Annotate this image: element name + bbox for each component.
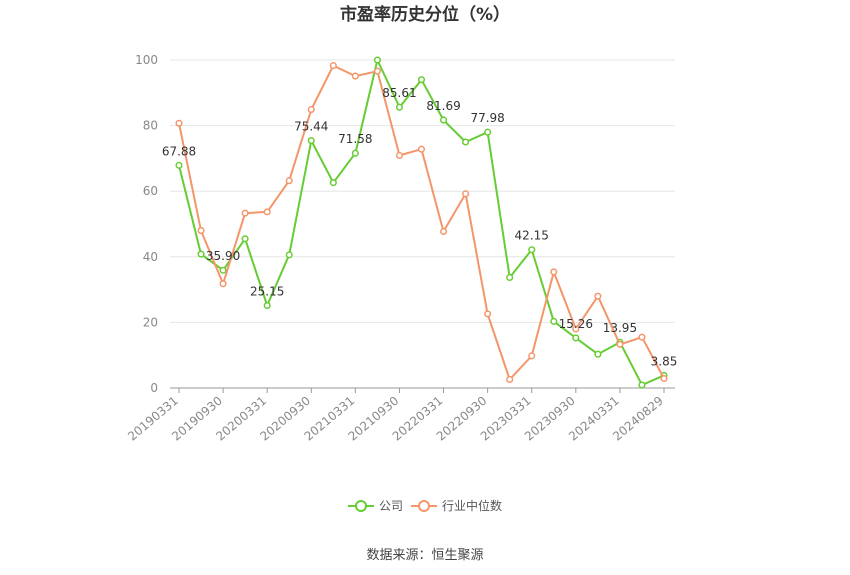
series-1-point[interactable] <box>616 340 624 348</box>
data-label: 15.26 <box>559 317 593 331</box>
series-1-point[interactable] <box>484 310 492 318</box>
gridlines <box>170 59 675 323</box>
legend-industry-label: 行业中位数 <box>442 498 502 513</box>
series-lines <box>175 56 668 389</box>
legend-industry-marker <box>418 500 430 512</box>
series-1-point[interactable] <box>506 375 514 384</box>
series-0-point[interactable] <box>528 246 536 254</box>
series-0-point[interactable] <box>395 103 404 111</box>
series-1-point[interactable] <box>197 227 205 235</box>
chart-title: 市盈率历史分位（%） <box>340 4 510 25</box>
series-0-point[interactable] <box>572 334 580 342</box>
series-0-point[interactable] <box>219 266 227 274</box>
series-0-point[interactable] <box>351 149 359 157</box>
series-1-point[interactable] <box>594 292 602 300</box>
series-line-0 <box>178 59 665 386</box>
series-0-point[interactable] <box>550 317 558 325</box>
series-0-point[interactable] <box>462 138 470 146</box>
series-0-point[interactable] <box>439 116 448 124</box>
data-labels: 67.88 35.90 25.15 75.44 71.58 85.61 81.69 77.98… <box>162 86 678 368</box>
y-tick-label: 40 <box>143 250 158 264</box>
data-label: 42.15 <box>515 229 549 243</box>
series-1-point[interactable] <box>175 119 183 127</box>
series-line-1 <box>178 64 665 381</box>
data-label: 13.95 <box>603 321 637 335</box>
series-0-point[interactable] <box>263 301 271 310</box>
data-label: 25.15 <box>250 285 284 299</box>
data-label: 35.90 <box>206 249 240 263</box>
series-1-point[interactable] <box>439 227 448 236</box>
data-label: 85.61 <box>382 86 416 100</box>
series-0-point[interactable] <box>484 128 492 136</box>
series-1-point[interactable] <box>462 190 470 198</box>
series-0-point[interactable] <box>197 250 205 258</box>
data-label: 81.69 <box>426 99 460 113</box>
data-label: 75.44 <box>294 120 328 134</box>
series-1-point[interactable] <box>285 177 293 185</box>
y-tick-label: 80 <box>143 119 158 133</box>
series-1-point[interactable] <box>660 374 668 383</box>
data-source: 数据来源：恒生聚源 <box>366 548 483 563</box>
series-0-point[interactable] <box>417 76 426 84</box>
series-1-point[interactable] <box>373 67 381 75</box>
series-1-point[interactable] <box>351 72 359 80</box>
series-1-point[interactable] <box>417 145 426 153</box>
data-label: 77.98 <box>470 111 504 125</box>
series-1-point[interactable] <box>307 105 315 114</box>
series-1-point[interactable] <box>241 209 249 217</box>
series-0-point[interactable] <box>594 350 602 358</box>
series-0-point[interactable] <box>638 381 646 389</box>
legend-company-marker <box>355 500 367 512</box>
data-label: 3.85 <box>651 354 678 368</box>
series-1-point[interactable] <box>528 352 536 360</box>
series-1-point[interactable] <box>263 208 271 216</box>
series-0-point[interactable] <box>285 251 293 259</box>
legend-item-company[interactable]: 公司 <box>348 499 403 513</box>
series-0-point[interactable] <box>506 273 514 282</box>
data-label: 67.88 <box>162 144 196 158</box>
series-1-point[interactable] <box>572 325 580 333</box>
legend-company-label: 公司 <box>379 499 403 513</box>
series-1-point[interactable] <box>219 280 227 288</box>
legend-item-industry[interactable]: 行业中位数 <box>411 498 502 513</box>
y-tick-label: 60 <box>143 184 158 198</box>
legend[interactable]: 公司 行业中位数 <box>348 498 502 513</box>
series-0-point[interactable] <box>307 137 315 145</box>
series-0-point[interactable] <box>241 235 249 243</box>
y-tick-label: 20 <box>143 315 158 329</box>
y-tick-label: 0 <box>150 381 158 395</box>
series-1-point[interactable] <box>329 62 337 70</box>
y-tick-label: 100 <box>135 53 158 67</box>
series-0-point[interactable] <box>175 161 183 169</box>
data-label: 71.58 <box>338 132 372 146</box>
series-0-point[interactable] <box>373 56 381 64</box>
series-0-point[interactable] <box>329 179 337 187</box>
series-1-point[interactable] <box>550 268 558 276</box>
series-1-point[interactable] <box>395 151 404 159</box>
series-1-point[interactable] <box>638 333 646 341</box>
